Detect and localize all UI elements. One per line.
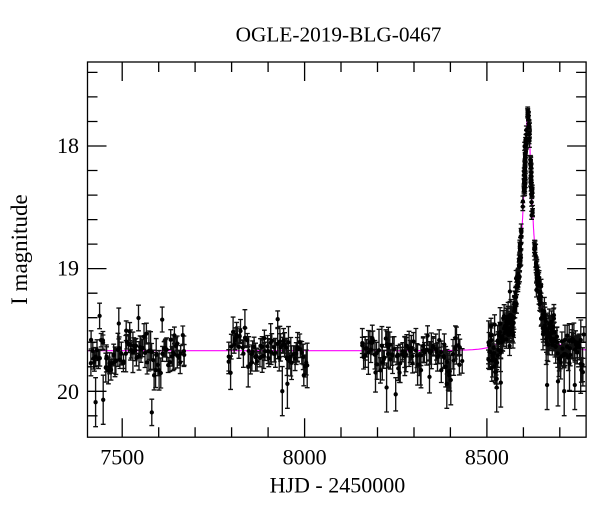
svg-text:OGLE-2019-BLG-0467: OGLE-2019-BLG-0467	[236, 22, 442, 46]
svg-text:19: 19	[57, 255, 79, 280]
svg-text:I magnitude: I magnitude	[7, 194, 32, 305]
svg-text:7500: 7500	[100, 445, 144, 470]
svg-text:8000: 8000	[283, 445, 327, 470]
svg-text:8500: 8500	[465, 445, 509, 470]
svg-text:HJD - 2450000: HJD - 2450000	[270, 472, 406, 497]
svg-text:20: 20	[57, 379, 79, 404]
svg-text:18: 18	[57, 133, 79, 158]
